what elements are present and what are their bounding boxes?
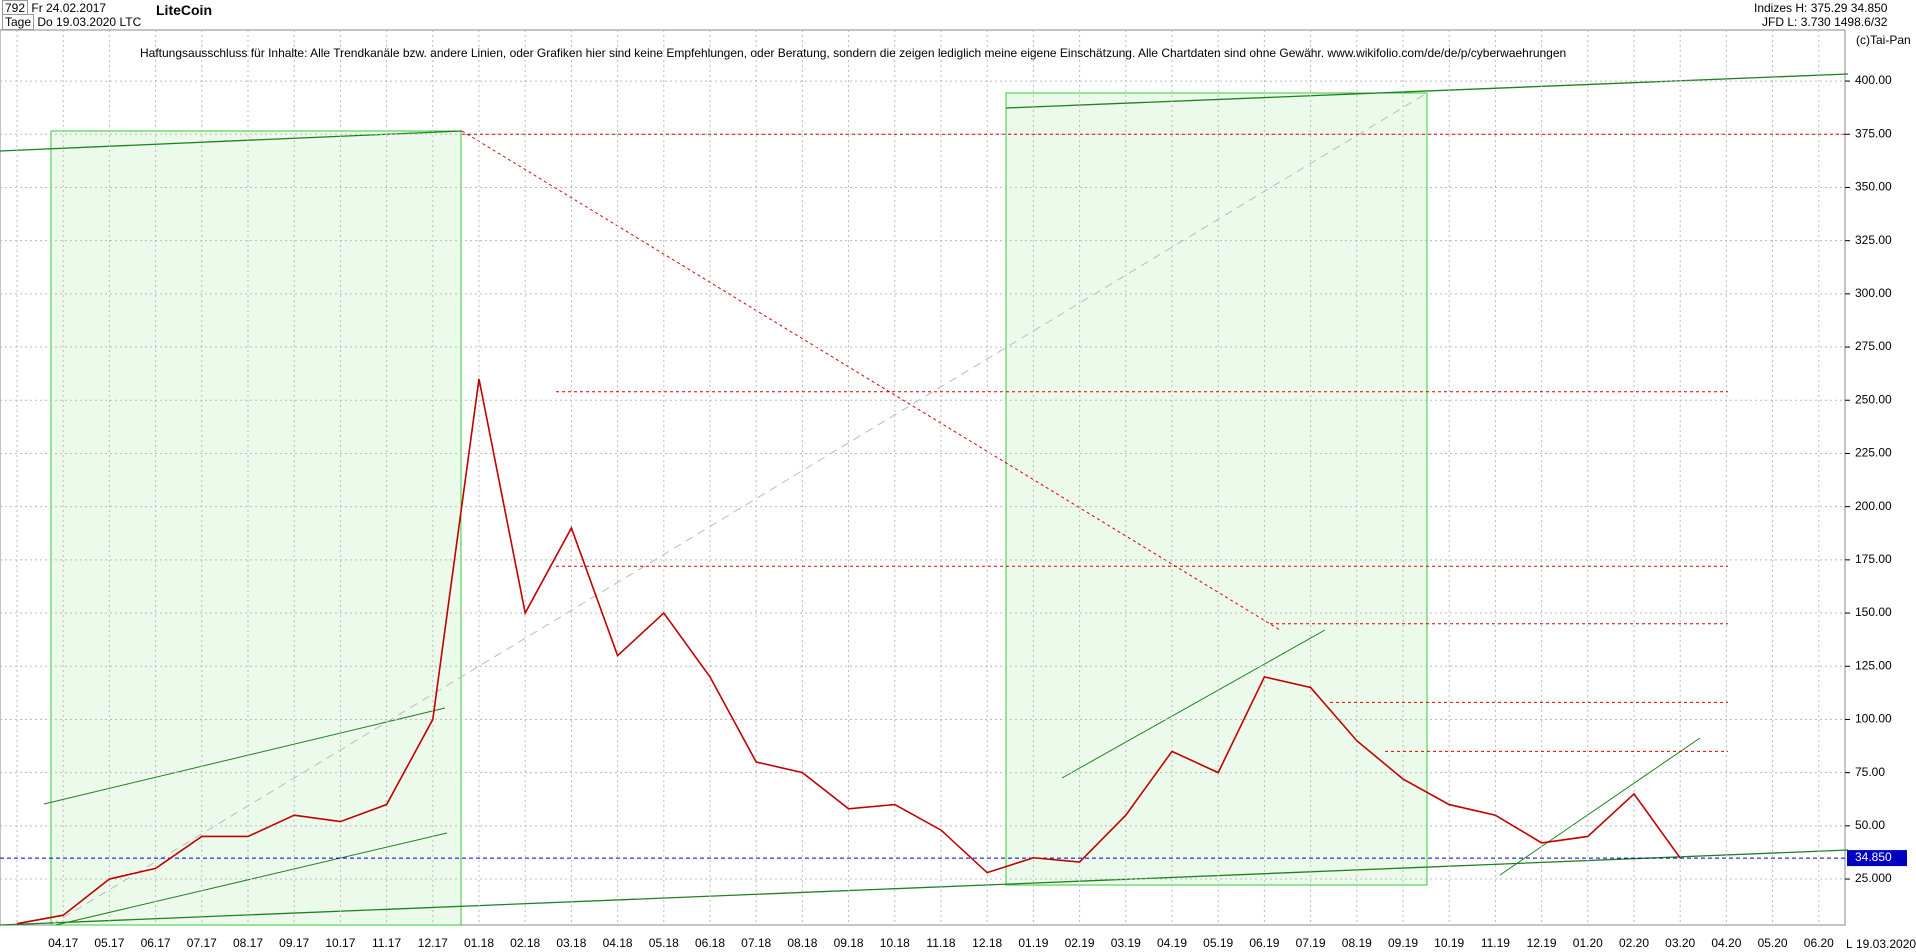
x-tick-label: 09.17 (279, 936, 309, 950)
x-tick-label: 04.18 (603, 936, 633, 950)
x-tick-label: 11.18 (926, 936, 955, 950)
count[interactable]: 792 (2, 0, 29, 16)
x-tick-label: 05.19 (1203, 936, 1233, 950)
x-tick-label: 06.17 (141, 936, 171, 950)
x-tick-label: 12.19 (1527, 936, 1557, 950)
y-tick-label: 150.00 (1855, 605, 1892, 619)
x-tick-label: 08.19 (1342, 936, 1372, 950)
y-tick-label: 325.00 (1855, 233, 1892, 247)
copyright: (c)Tai-Pan (1856, 33, 1911, 47)
y-tick-label: 50.00 (1855, 818, 1885, 832)
x-tick-label: 06.19 (1249, 936, 1279, 950)
axis-mode: L (1846, 937, 1853, 951)
y-tick-label: 175.00 (1855, 552, 1892, 566)
x-tick-label: 09.19 (1388, 936, 1418, 950)
y-tick-label: 250.00 (1855, 392, 1892, 406)
price-line-series (16, 378, 1681, 925)
y-tick-label: 25.000 (1855, 871, 1892, 885)
x-tick-label: 03.19 (1111, 936, 1141, 950)
y-tick-label: 125.00 (1855, 658, 1892, 672)
start-date: Fr 24.02.2017 (31, 1, 107, 15)
x-tick-label: 05.17 (94, 936, 124, 950)
x-tick-label: 01.20 (1573, 936, 1603, 950)
x-tick-label: 03.18 (556, 936, 586, 950)
x-tick-label: 06.18 (695, 936, 725, 950)
y-tick-label: 300.00 (1855, 286, 1892, 300)
x-tick-label: 03.20 (1665, 936, 1695, 950)
x-tick-label: 09.18 (834, 936, 864, 950)
x-tick-label: 01.18 (464, 936, 494, 950)
y-tick-label: 375.00 (1855, 126, 1892, 140)
header-right: Indizes H: 375.29 34.850 JFD L: 3.730 14… (1754, 1, 1887, 29)
header-left: 792 Fr 24.02.2017 Tage Do 19.03.2020 LTC (2, 0, 142, 30)
x-tick-label: 02.19 (1065, 936, 1095, 950)
subtitle: Haftungsausschluss für Inhalte: Alle Tre… (140, 46, 1567, 60)
x-tick-label: 12.18 (972, 936, 1002, 950)
y-tick-label: 225.00 (1855, 446, 1892, 460)
chart-title: LiteCoin (156, 2, 212, 18)
x-tick-label: 10.19 (1434, 936, 1464, 950)
source: JFD (1762, 15, 1785, 29)
x-tick-label: 11.17 (372, 936, 401, 950)
period[interactable]: Tage (2, 14, 35, 30)
x-tick-label: 08.17 (233, 936, 263, 950)
x-tick-label: 04.17 (48, 936, 78, 950)
y-tick-label: 400.00 (1855, 73, 1892, 87)
range-box (1005, 92, 1428, 886)
y-tick-label: 275.00 (1855, 339, 1892, 353)
x-tick-label: 06.20 (1804, 936, 1834, 950)
last: 34.850 (1850, 1, 1888, 15)
trend-line (43, 707, 446, 805)
y-tick-label: 200.00 (1855, 499, 1892, 513)
x-tick-label: 07.18 (741, 936, 771, 950)
x-tick-label: 05.20 (1758, 936, 1788, 950)
diagonal (50, 92, 1428, 926)
x-tick-label: 12.17 (418, 936, 448, 950)
x-tick-label: 08.18 (787, 936, 817, 950)
trend-line (461, 130, 1281, 631)
x-tick-label: 10.18 (880, 936, 910, 950)
x-tick-label: 04.19 (1157, 936, 1187, 950)
price-label: 34.850 (1855, 850, 1892, 864)
x-tick-label: 04.20 (1711, 936, 1741, 950)
trend-line (0, 849, 1849, 926)
x-tick-label: 01.19 (1018, 936, 1048, 950)
high: H: 375.29 (1795, 1, 1848, 15)
x-tick-label: 05.18 (649, 936, 679, 950)
x-tick-label: 07.17 (187, 936, 217, 950)
end-date: Do 19.03.2020 (37, 15, 117, 29)
x-tick-label: 07.19 (1296, 936, 1326, 950)
x-tick-label: 10.17 (325, 936, 355, 950)
price-box (1847, 850, 1907, 867)
trend-line (1005, 73, 1849, 109)
x-tick-label: 02.18 (510, 936, 540, 950)
indices: Indizes (1754, 1, 1793, 15)
low: L: 3.730 (1787, 15, 1831, 29)
range-box (50, 130, 462, 926)
y-tick-label: 100.00 (1855, 712, 1892, 726)
trend-line (1061, 629, 1326, 779)
y-tick-label: 75.00 (1855, 765, 1885, 779)
x-tick-label: 11.19 (1481, 936, 1510, 950)
y-tick-label: 350.00 (1855, 180, 1892, 194)
symbol: LTC (119, 15, 142, 29)
axis-date: 19.03.2020 (1856, 937, 1916, 951)
x-tick-label: 02.20 (1619, 936, 1649, 950)
ratio: 1498.6/32 (1834, 15, 1888, 29)
trend-line (1499, 737, 1701, 876)
